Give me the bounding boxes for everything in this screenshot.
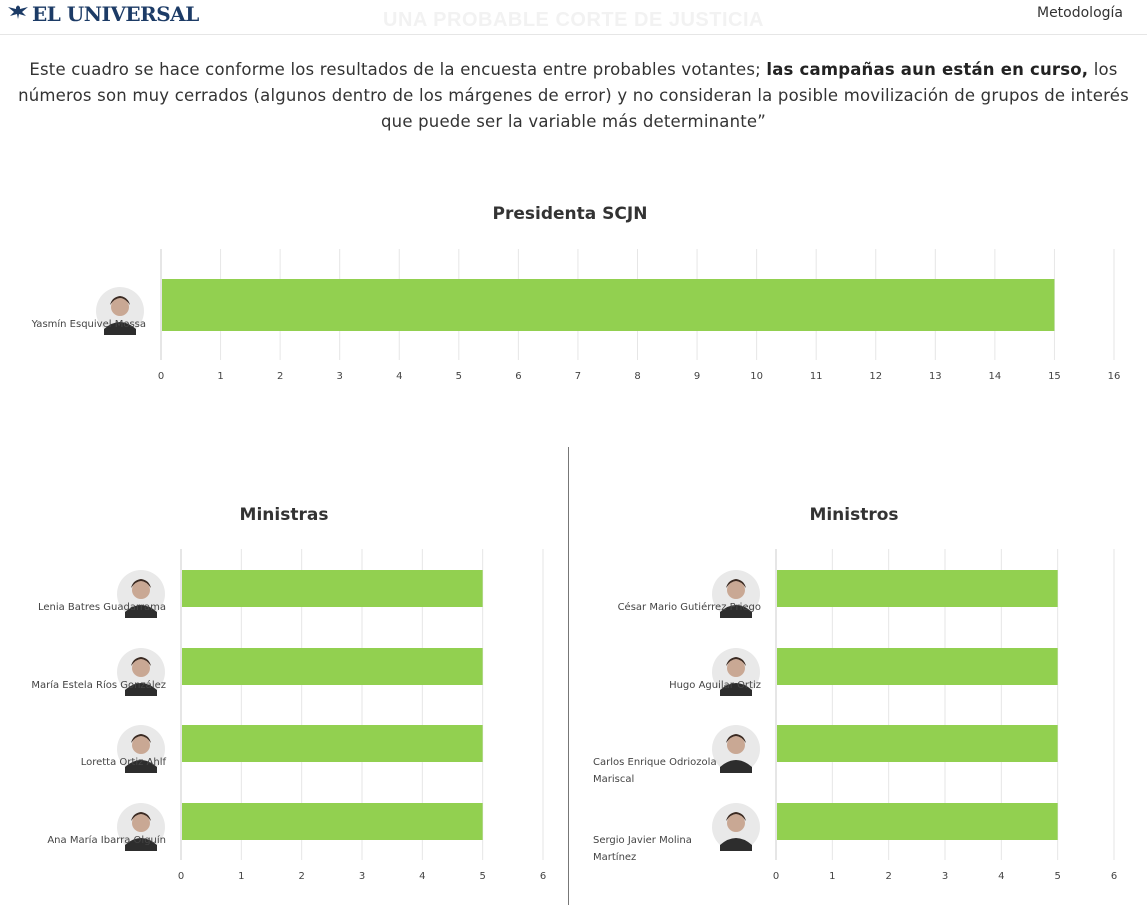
bar[interactable] [777,648,1058,685]
x-tick-label: 3 [337,371,343,382]
intro-text: Este cuadro se hace conforme los resulta… [10,57,1137,135]
intro-text-after: los números son muy cerrados (algunos de… [18,60,1129,131]
x-tick-label: 5 [1054,871,1060,882]
x-tick-label: 6 [515,371,521,382]
candidate-label: Sergio Javier Molina Martínez [593,835,692,863]
top-bar: EL UNIVERSAL UNA PROBABLE CORTE DE JUSTI… [0,0,1147,35]
bar[interactable] [182,803,483,840]
candidate-label: Lenia Batres Guadarrama [38,602,166,613]
candidate-avatar [96,287,144,335]
x-tick-label: 11 [810,371,823,382]
x-tick-label: 2 [885,871,891,882]
page-title: UNA PROBABLE CORTE DE JUSTICIA [383,9,764,31]
intro-text-bold: las campañas aun están en curso, [766,60,1089,79]
x-tick-label: 6 [1111,871,1117,882]
candidate-avatar [117,725,165,773]
x-tick-label: 0 [773,871,779,882]
bar[interactable] [777,570,1058,607]
candidate-label: Carlos Enrique Odriozola Mariscal [593,757,717,785]
x-tick-label: 15 [1048,371,1061,382]
chart-title-ministras: Ministras [239,505,329,525]
bar[interactable] [182,570,483,607]
x-tick-label: 12 [869,371,882,382]
x-tick-label: 14 [989,371,1002,382]
candidate-label: Hugo Aguilar Ortiz [669,680,761,691]
x-tick-label: 5 [479,871,485,882]
x-tick-label: 2 [298,871,304,882]
chart-ministros: 0 1 2 3 4 5 6 César Mario Gutiérrez Priego Hugo … [593,549,1117,882]
bar[interactable] [777,725,1058,762]
candidate-label: María Estela Ríos González [31,679,166,691]
chart-ministras: 0 1 2 3 4 5 6 Lenia Batres Guadarrama María Este… [31,549,546,882]
x-tick-label: 10 [750,371,763,382]
x-tick-label: 8 [634,371,640,382]
candidate-avatar [712,803,760,851]
x-tick-label: 1 [238,871,244,882]
bar[interactable] [162,279,1055,331]
x-tick-label: 2 [277,371,283,382]
x-tick-label: 3 [359,871,365,882]
candidate-avatar [117,803,165,851]
x-tick-label: 1 [829,871,835,882]
candidate-avatar [712,570,760,618]
x-tick-label: 16 [1108,371,1121,382]
bar[interactable] [777,803,1058,840]
x-tick-label: 0 [178,871,184,882]
section-divider [568,447,569,905]
x-tick-label: 0 [158,371,164,382]
x-tick-label: 4 [396,371,402,382]
candidate-label: Ana María Ibarra Olguín [47,834,166,846]
candidate-label: Loretta Ortiz Ahlf [81,757,167,768]
intro-text-before: Este cuadro se hace conforme los resulta… [29,60,767,79]
logo-text: EL UNIVERSAL [32,2,199,26]
bar[interactable] [182,648,483,685]
bar[interactable] [182,725,483,762]
logo[interactable]: EL UNIVERSAL [6,2,199,26]
x-tick-label: 13 [929,371,942,382]
candidate-avatar [712,648,760,696]
x-tick-label: 5 [456,371,462,382]
x-tick-label: 4 [998,871,1004,882]
candidate-avatar [117,570,165,618]
x-tick-label: 1 [217,371,223,382]
candidate-avatar [712,725,760,773]
candidate-label: César Mario Gutiérrez Priego [618,601,761,613]
x-tick-label: 4 [419,871,425,882]
methodology-link[interactable]: Metodología [1036,5,1123,21]
x-tick-label: 7 [575,371,581,382]
chart-title-ministros: Ministros [809,505,899,525]
eagle-logo-icon [6,2,30,26]
x-tick-label: 3 [942,871,948,882]
candidate-label: Yasmín Esquivel Mossa [31,318,146,330]
x-tick-label: 6 [540,871,546,882]
chart-title-presidenta: Presidenta SCJN [492,204,648,224]
x-tick-label: 9 [694,371,700,382]
candidate-avatar [117,648,165,696]
